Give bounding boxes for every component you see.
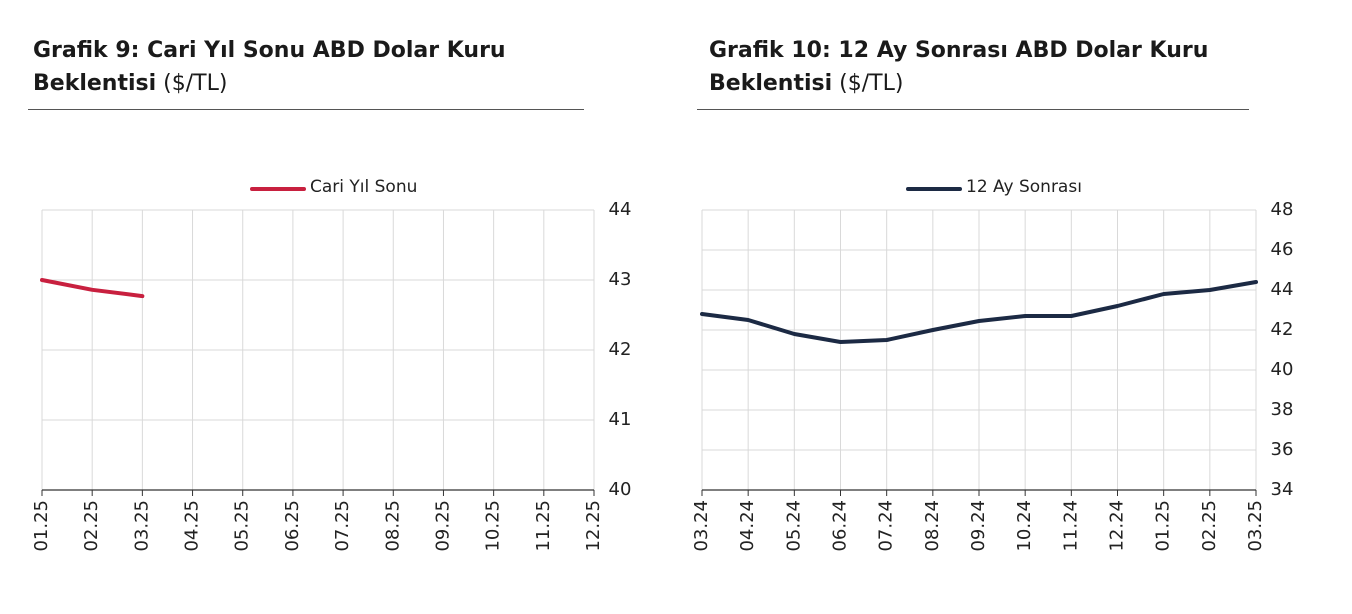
x-tick-label: 12.25 xyxy=(583,500,604,552)
y-tick-label: 43 xyxy=(609,269,632,290)
title-rule xyxy=(28,109,584,110)
x-tick-label: 08.24 xyxy=(922,500,943,552)
y-tick-label: 48 xyxy=(1271,199,1294,220)
y-tick-label: 36 xyxy=(1271,439,1294,460)
legend-label: 12 Ay Sonrası xyxy=(966,177,1082,197)
x-tick-label: 04.25 xyxy=(182,500,203,552)
legend-label: Cari Yıl Sonu xyxy=(310,177,417,197)
chart-title: Grafik 9: Cari Yıl Sonu ABD Dolar Kuru B… xyxy=(33,34,573,100)
x-tick-label: 01.25 xyxy=(1153,500,1174,552)
y-tick-label: 40 xyxy=(609,479,632,500)
x-tick-label: 07.24 xyxy=(876,500,897,552)
y-tick-label: 44 xyxy=(609,199,632,220)
chart-title: Grafik 10: 12 Ay Sonrası ABD Dolar Kuru … xyxy=(709,34,1254,100)
x-tick-label: 04.24 xyxy=(737,500,758,552)
y-tick-label: 40 xyxy=(1271,359,1294,380)
series-line xyxy=(700,280,1258,344)
x-tick-label: 06.24 xyxy=(830,500,851,552)
y-tick-label: 42 xyxy=(609,339,632,360)
x-tick-label: 12.24 xyxy=(1107,500,1128,552)
x-tick-label: 02.25 xyxy=(81,500,102,552)
y-tick-label: 41 xyxy=(609,409,632,430)
title-text: Grafik 9: Cari Yıl Sonu ABD Dolar Kuru B… xyxy=(33,38,506,96)
y-tick-label: 34 xyxy=(1271,479,1294,500)
x-tick-label: 09.24 xyxy=(968,500,989,552)
x-tick-label: 07.25 xyxy=(332,500,353,552)
x-tick-label: 03.25 xyxy=(131,500,152,552)
series-line xyxy=(40,278,145,299)
y-tick-label: 44 xyxy=(1271,279,1294,300)
x-tick-label: 03.24 xyxy=(691,500,712,552)
x-tick-label: 05.24 xyxy=(783,500,804,552)
x-tick-label: 09.25 xyxy=(432,500,453,552)
x-tick-label: 02.25 xyxy=(1199,500,1220,552)
x-tick-label: 01.25 xyxy=(31,500,52,552)
y-tick-label: 42 xyxy=(1271,319,1294,340)
x-tick-label: 11.25 xyxy=(533,500,554,552)
y-tick-label: 46 xyxy=(1271,239,1294,260)
x-tick-label: 08.25 xyxy=(382,500,403,552)
title-unit: ($/TL) xyxy=(839,71,904,96)
title-rule xyxy=(697,109,1249,110)
x-tick-label: 10.24 xyxy=(1014,500,1035,552)
x-tick-label: 11.24 xyxy=(1060,500,1081,552)
x-tick-label: 06.25 xyxy=(282,500,303,552)
x-tick-label: 05.25 xyxy=(232,500,253,552)
title-text: Grafik 10: 12 Ay Sonrası ABD Dolar Kuru … xyxy=(709,38,1209,96)
x-tick-label: 03.25 xyxy=(1245,500,1266,552)
title-unit: ($/TL) xyxy=(163,71,228,96)
x-tick-label: 10.25 xyxy=(483,500,504,552)
y-tick-label: 38 xyxy=(1271,399,1294,420)
